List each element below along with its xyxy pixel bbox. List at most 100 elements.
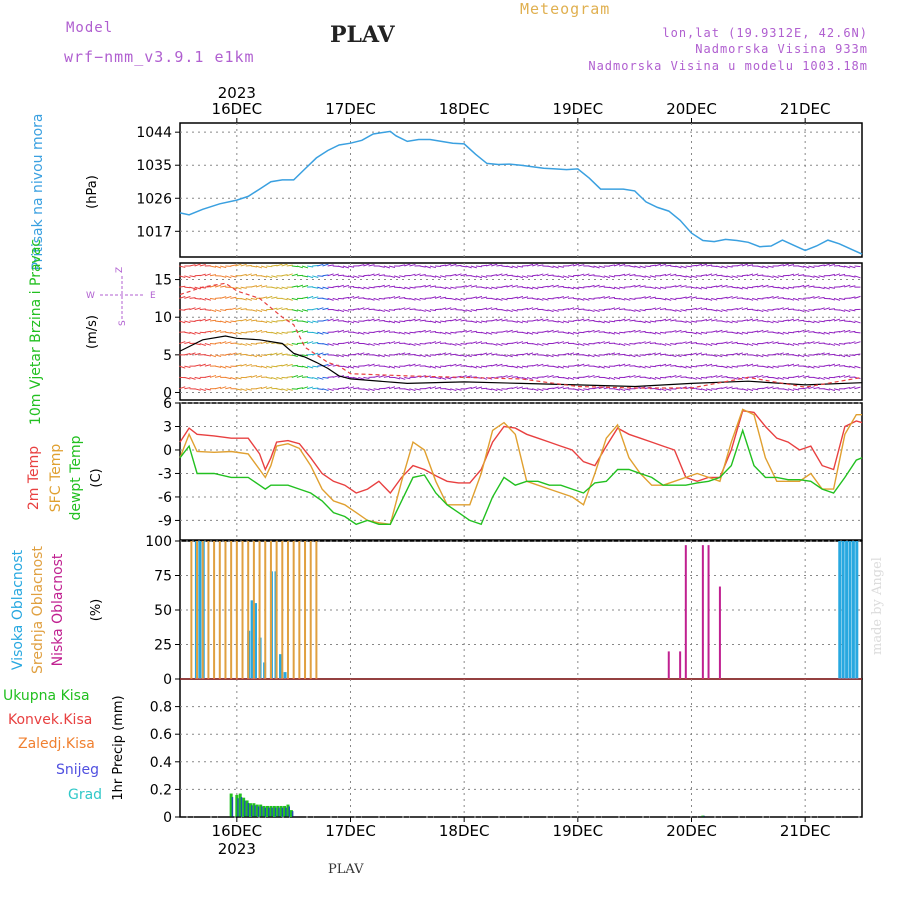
wind-barb bbox=[782, 307, 789, 311]
wind-barb bbox=[721, 376, 728, 378]
wind-barb bbox=[741, 307, 749, 311]
cloud-bar bbox=[679, 651, 682, 679]
wind-barb bbox=[685, 295, 692, 299]
wind-barb bbox=[342, 265, 350, 269]
wind-barb bbox=[721, 320, 728, 323]
wind-barb bbox=[306, 341, 314, 345]
wind-barb bbox=[511, 386, 518, 390]
wind-barb bbox=[547, 265, 554, 269]
precip-bar bbox=[259, 804, 263, 817]
wind-barb bbox=[496, 363, 503, 367]
wind-barb bbox=[552, 296, 559, 299]
wind-barb bbox=[680, 309, 687, 312]
wind-barb bbox=[373, 285, 380, 288]
wind-barb bbox=[598, 265, 605, 269]
wind-barb bbox=[491, 388, 498, 392]
wind-barb bbox=[255, 309, 263, 313]
wind-barb bbox=[803, 309, 810, 313]
wind-barb bbox=[578, 388, 585, 392]
wind-barb bbox=[752, 285, 759, 288]
wind-barb bbox=[296, 265, 304, 269]
wind-barb bbox=[266, 295, 273, 299]
wind-barb bbox=[214, 330, 222, 333]
wind-barb bbox=[342, 354, 350, 357]
wind-barb bbox=[358, 331, 365, 335]
wind-barb bbox=[322, 286, 329, 290]
wind-barb bbox=[675, 265, 682, 269]
wind-barb bbox=[240, 331, 247, 334]
wind-barb bbox=[741, 297, 749, 300]
wind-barb bbox=[434, 320, 442, 324]
wind-barb bbox=[353, 376, 360, 380]
wind-barb bbox=[537, 318, 544, 322]
wind-barb bbox=[700, 376, 708, 379]
wind-barb bbox=[388, 285, 396, 288]
wind-barb bbox=[460, 365, 467, 367]
wind-barb bbox=[798, 297, 805, 300]
wind-barb bbox=[184, 286, 191, 289]
wind-barb bbox=[598, 296, 605, 299]
wind-barb bbox=[342, 275, 350, 278]
wind-barb bbox=[486, 307, 493, 311]
cloud-bar bbox=[684, 545, 687, 679]
wind-barb bbox=[588, 354, 595, 358]
wind-barb bbox=[557, 265, 564, 268]
cloud-bar bbox=[247, 541, 250, 679]
precip-bar-inner bbox=[247, 802, 250, 817]
wind-barb bbox=[711, 285, 718, 288]
wind-barb bbox=[567, 376, 575, 380]
wind-barb bbox=[470, 265, 477, 269]
wind-barb bbox=[685, 376, 692, 379]
wind-barb bbox=[250, 329, 258, 333]
wind-barb bbox=[496, 376, 503, 378]
wind-barb bbox=[332, 343, 339, 346]
wind-barb bbox=[726, 341, 733, 345]
wind-barb bbox=[347, 275, 355, 279]
wind-barb bbox=[353, 341, 360, 345]
wind-barb bbox=[363, 319, 370, 322]
precip-legend-1: Konvek.Kisa bbox=[8, 712, 92, 728]
wind-barb bbox=[409, 273, 416, 277]
wind-barb bbox=[424, 265, 431, 269]
wind-barb bbox=[547, 309, 554, 313]
wind-barb bbox=[849, 365, 856, 369]
wind-barb bbox=[363, 297, 370, 300]
precip-bar bbox=[283, 805, 287, 817]
wind-barb bbox=[348, 285, 355, 288]
wind-barb bbox=[470, 320, 477, 324]
wind-barb bbox=[572, 307, 580, 311]
wind-barb bbox=[414, 343, 421, 346]
wind-barb bbox=[792, 364, 800, 367]
wind-barb bbox=[818, 296, 825, 299]
wind-barb bbox=[675, 309, 682, 313]
precip-bar bbox=[262, 805, 266, 817]
cloud-bar bbox=[855, 541, 859, 679]
wind-barb bbox=[194, 307, 201, 311]
wind-barb bbox=[368, 318, 375, 322]
wind-barb bbox=[388, 365, 396, 369]
wind-barb bbox=[506, 387, 513, 390]
wind-barb bbox=[501, 309, 508, 312]
wind-barb bbox=[665, 264, 672, 267]
wind-barb bbox=[752, 343, 759, 346]
wind-barb bbox=[665, 354, 672, 357]
precip-legend-4: Grad bbox=[68, 787, 102, 803]
wind-barb bbox=[491, 274, 498, 277]
wind-barb bbox=[399, 296, 406, 299]
wind-barb bbox=[562, 320, 570, 324]
wind-barb bbox=[746, 388, 754, 392]
precip-bar bbox=[279, 805, 283, 817]
wind-barb bbox=[746, 318, 754, 322]
wind-barb bbox=[470, 296, 477, 299]
x-tick-label-top: 19DEC bbox=[553, 100, 604, 118]
wind-barb bbox=[199, 318, 206, 322]
wind-barb bbox=[532, 353, 539, 356]
wind-barb bbox=[792, 318, 800, 322]
wind-barb bbox=[762, 330, 769, 333]
wind-barb bbox=[353, 387, 360, 390]
wind-barb bbox=[695, 307, 703, 311]
wind-barb bbox=[792, 388, 800, 391]
wind-barb bbox=[767, 285, 774, 288]
wind-barb bbox=[255, 375, 263, 378]
wind-barb bbox=[209, 284, 217, 288]
